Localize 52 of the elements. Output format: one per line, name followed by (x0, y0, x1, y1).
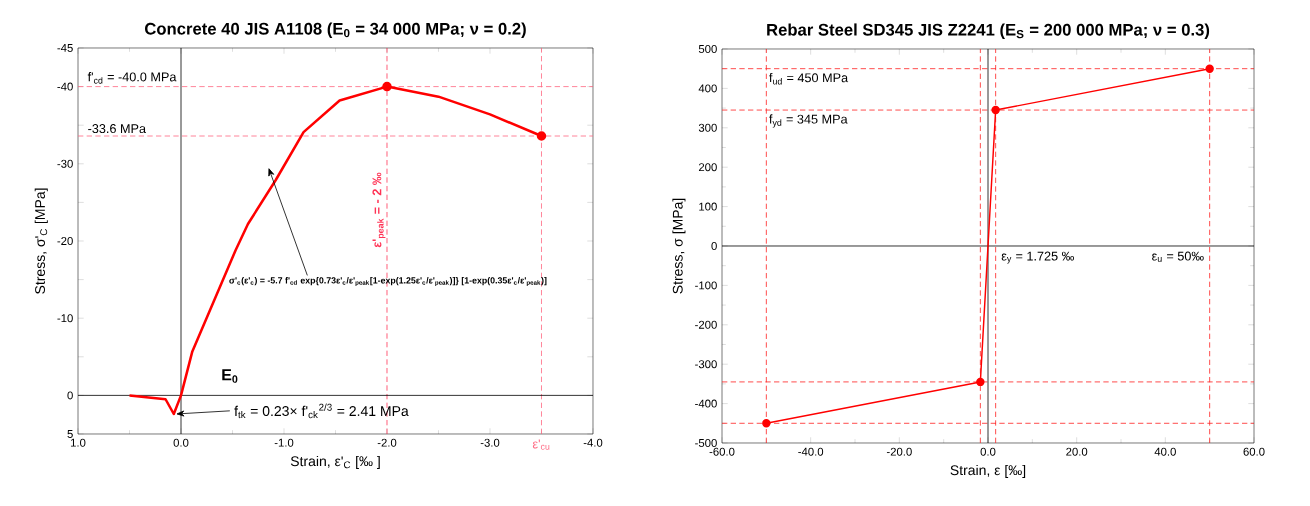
y-tick-label: 100 (699, 202, 717, 211)
x-tick-label: -40.0 (798, 447, 824, 456)
y-tick-label: 300 (698, 123, 717, 132)
y-tick-label: -10 (57, 314, 73, 323)
point (762, 419, 771, 428)
x-tick-label: 40.0 (1154, 447, 1176, 456)
y-axis-title: Stress, σ [MPa] (672, 198, 686, 294)
x-tick-label: 0.0 (173, 438, 189, 447)
y-tick-label: -30 (57, 159, 73, 168)
x-tick-label: -60.0 (709, 447, 735, 456)
y-tick-label: 0 (67, 391, 73, 400)
y-tick-label: 500 (698, 44, 717, 53)
y-tick-label: 5 (67, 430, 73, 438)
y-tick-label: 400 (698, 84, 717, 93)
y-tick-label: -45 (57, 44, 73, 52)
x-tick-label: -4.0 (583, 438, 603, 447)
x-tick-label: -20.0 (886, 447, 912, 456)
y-tick-label: 0 (711, 241, 717, 250)
ref-line-label: f$_{ud}$ = 450 MPa (769, 72, 849, 85)
x-tick-label: -2.0 (377, 438, 397, 447)
ref-line-label: -33.6 MPa (88, 124, 147, 134)
y-tick-label: -500 (695, 438, 717, 447)
x-axis-title: Strain, ε'$_{C}$ [‰ ] (290, 455, 380, 469)
y-tick-label: -200 (695, 320, 717, 329)
x-axis-title: Strain, ε [‰] (950, 464, 1026, 478)
ref-line-label: ε'$_{peak}$ = - 2 ‰ (372, 172, 386, 248)
x-tick-label: 60.0 (1243, 447, 1265, 456)
point (991, 105, 1000, 115)
ref-line-label: f$_{yd}$ = 345 MPa (769, 114, 848, 128)
ref-line-label: ε$_{y}$ = 1.725 ‰ (1001, 251, 1074, 264)
y-tick-label: -300 (695, 360, 717, 369)
ref-line-label: f'$_{cd}$ = -40.0 MPa (87, 72, 177, 84)
point (976, 377, 985, 387)
annotation: E$_{0}$ (222, 369, 238, 383)
y-tick-label: 200 (698, 163, 717, 172)
x-tick-label: -3.0 (480, 438, 500, 447)
chart-title: Rebar Steel SD345 JIS Z2241 (E$_{S}$ = 200 000 MPa; ν = 0.3) (767, 23, 1210, 39)
ref-line-label: ε$_{u}$ = 50‰ (1152, 251, 1204, 262)
x-tick-label: 1.0 (70, 438, 86, 447)
y-axis-title: Stress, σ'$_{C}$ [MPa] (34, 188, 48, 294)
y-tick-label: -100 (695, 281, 717, 290)
chart-title: Concrete 40 JIS A1108 (E$_{0}$ = 34 000 MPa; ν = 0.2) (145, 22, 526, 38)
y-tick-label: -40 (57, 82, 73, 91)
x-tick-label: 20.0 (1066, 447, 1088, 456)
point (1205, 64, 1214, 73)
text: σ'$_{c}$(ε'$_{c}$) = -5.7 f'$_{cd}$ exp{0.73ε'$_{c}$/ε'$_{peak}$[1-exp(1.25ε'$_{c}$/ε'$_{peak}$)]} [1-exp(0.35ε'$_{c}$/ε'$_{peak}$)] (229, 277, 547, 287)
y-tick-label: -20 (57, 236, 73, 245)
ref-line-label: ε'$_{cu}$ (532, 439, 550, 450)
x-tick-label: -1.0 (274, 438, 294, 447)
annotation: f$_{tk}$ = 0.23× f'$_{ck}$$^{2/3}$ = 2.41 MPa (234, 403, 409, 419)
x-tick-label: 0.0 (980, 447, 996, 456)
y-tick-label: -400 (695, 399, 717, 408)
